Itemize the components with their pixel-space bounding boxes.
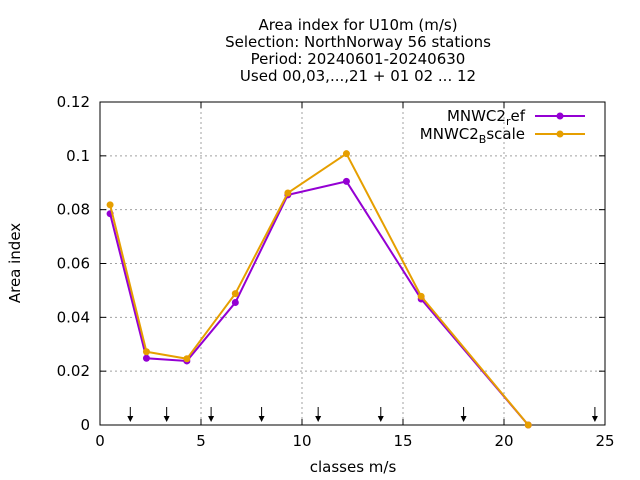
data-point	[342, 177, 350, 185]
axis-ticks: 0 5 10 15 20 25 0 0.02 0.04 0.06 0.08 0.1 0.12	[57, 93, 615, 450]
down-arrow-icon	[127, 407, 134, 422]
arrow-head	[163, 416, 170, 422]
down-arrow-icon	[460, 407, 467, 422]
x-tick-label: 25	[595, 432, 614, 450]
x-tick-label: 15	[393, 432, 412, 450]
y-tick-label: 0.06	[57, 255, 90, 273]
y-tick-label: 0.08	[57, 201, 90, 219]
data-point	[142, 348, 150, 356]
down-arrow-icon	[315, 407, 322, 422]
data-point	[183, 355, 191, 363]
x-tick-label: 5	[196, 432, 206, 450]
arrow-head	[460, 416, 467, 422]
arrow-head	[591, 416, 598, 422]
title-line: Selection: NorthNorway 56 stations	[225, 33, 491, 51]
data-point	[231, 290, 239, 298]
data-point	[106, 201, 114, 209]
data-point	[284, 189, 292, 197]
grid-lines	[100, 102, 605, 425]
data-point	[231, 299, 239, 307]
title-line: Period: 20240601-20240630	[251, 50, 466, 68]
arrow-head	[377, 416, 384, 422]
y-tick-label: 0	[80, 416, 90, 434]
y-tick-label: 0.02	[57, 362, 90, 380]
y-tick-label: 0.12	[57, 93, 90, 111]
data-point	[142, 354, 150, 362]
data-point	[524, 421, 532, 429]
arrow-head	[208, 416, 215, 422]
legend-swatch-marker	[556, 130, 564, 138]
arrow-head	[315, 416, 322, 422]
chart-title: Area index for U10m (m/s)Selection: Nort…	[225, 16, 491, 85]
y-tick-label: 0.04	[57, 308, 90, 326]
class-marker-arrows	[127, 407, 598, 422]
down-arrow-icon	[208, 407, 215, 422]
legend-label: MNWC2Bscale	[420, 125, 525, 146]
y-axis-label: Area index	[6, 223, 24, 303]
title-line: Used 00,03,...,21 + 01 02 ... 12	[240, 67, 476, 85]
legend-label: MNWC2ref	[447, 107, 526, 128]
legend-swatch-marker	[556, 112, 564, 120]
y-tick-label: 0.1	[66, 147, 90, 165]
series-line	[109, 152, 530, 426]
data-point	[342, 150, 350, 158]
data-point	[417, 292, 425, 300]
down-arrow-icon	[377, 407, 384, 422]
x-tick-label: 20	[494, 432, 513, 450]
down-arrow-icon	[258, 407, 265, 422]
title-line: Area index for U10m (m/s)	[258, 16, 457, 34]
arrow-head	[127, 416, 134, 422]
down-arrow-icon	[163, 407, 170, 422]
x-tick-label: 0	[95, 432, 105, 450]
x-axis-label: classes m/s	[310, 458, 397, 476]
series-lines	[106, 150, 532, 429]
x-tick-label: 10	[292, 432, 311, 450]
down-arrow-icon	[591, 407, 598, 422]
arrow-head	[258, 416, 265, 422]
series-line	[109, 180, 530, 426]
